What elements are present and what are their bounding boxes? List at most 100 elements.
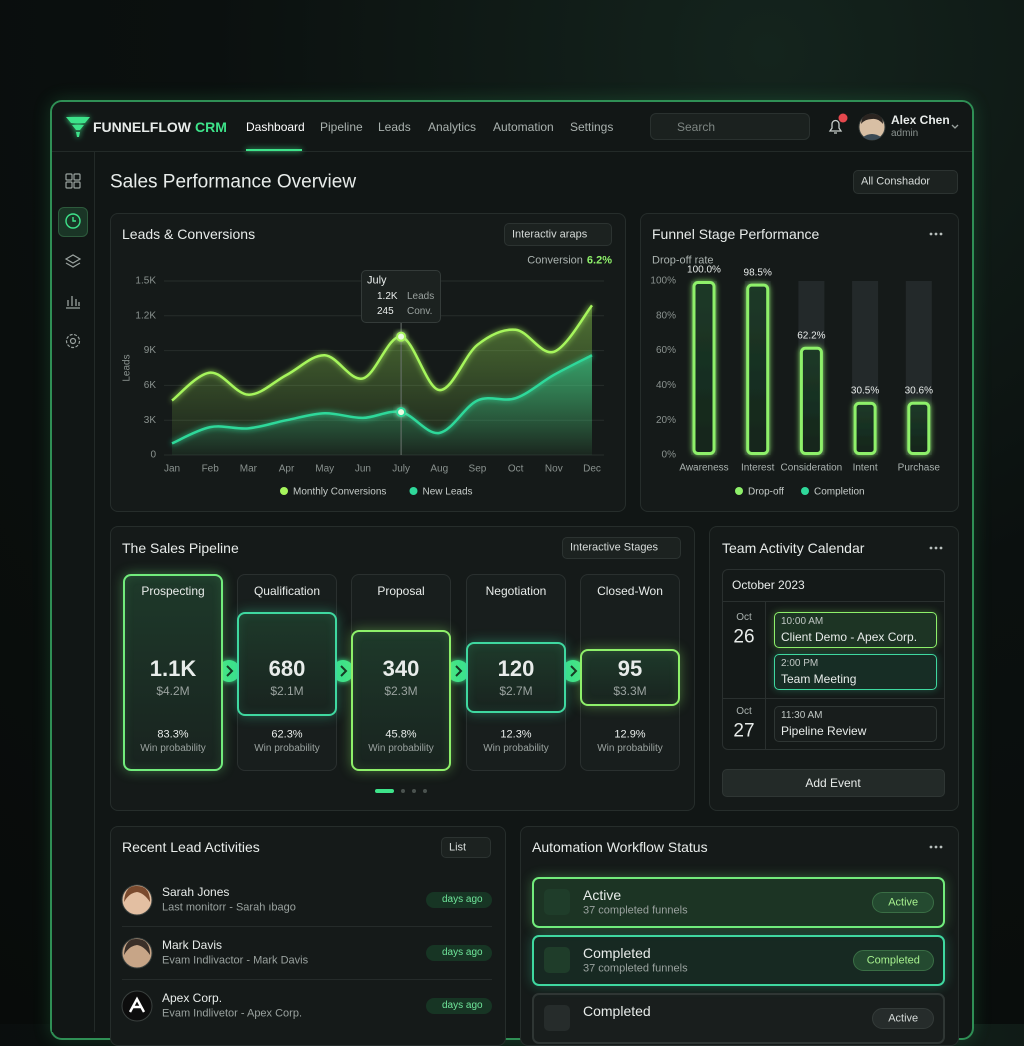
search-box[interactable]	[650, 113, 810, 140]
dropdown-label: All Conshador	[861, 175, 931, 188]
status-label: Active	[888, 1012, 919, 1024]
workflow-name: Completed	[583, 945, 651, 961]
row-divider	[122, 979, 492, 980]
calendar-panel	[722, 569, 945, 750]
event-title: Pipeline Review	[781, 724, 867, 738]
nav-item[interactable]: Dashboard	[246, 120, 305, 134]
event-title: Client Demo - Apex Corp.	[781, 630, 918, 644]
top-nav	[52, 102, 972, 152]
dropdown[interactable]	[562, 537, 681, 559]
lead-detail: Evam Indlivetor - Apex Corp.	[162, 1007, 303, 1020]
stage-highlight	[580, 649, 680, 706]
stage-name: Closed-Won	[597, 584, 663, 598]
nav-active-underline	[246, 149, 302, 151]
nav-item[interactable]: Automation	[493, 120, 554, 134]
dropdown[interactable]	[441, 837, 491, 858]
event-time: 2:00 PM	[781, 658, 819, 669]
stage-probability-label: Win probability	[368, 743, 434, 754]
calendar-event[interactable]	[774, 706, 937, 742]
stage-highlight	[237, 612, 337, 716]
sidebar-active	[58, 207, 88, 237]
stage-amount: $2.3M	[384, 684, 418, 698]
calendar-event[interactable]	[774, 612, 937, 648]
stage-amount: $3.3M	[613, 684, 647, 698]
stage-name: Negotiation	[485, 584, 547, 598]
stage-amount: $2.7M	[499, 684, 533, 698]
lead-detail: Evam Indlivactor - Mark Davis	[162, 954, 309, 967]
tooltip-title: July	[367, 274, 387, 287]
dropdown-label: Interactiv araps	[512, 228, 588, 240]
workflow-icon-box	[544, 889, 570, 915]
nav-item[interactable]: Analytics	[428, 120, 477, 134]
stage-name: Prospecting	[141, 584, 205, 598]
status-badge	[872, 892, 934, 913]
user-name: Alex Chen	[891, 113, 950, 127]
activity-badge	[426, 945, 492, 961]
page-title: Sales Performance Overview	[110, 171, 357, 193]
nav-item[interactable]: Pipeline	[320, 120, 363, 134]
dropdown[interactable]	[853, 170, 958, 194]
stage-highlight	[123, 574, 223, 771]
card-title: Funnel Stage Performance	[652, 226, 820, 242]
stage-highlight	[466, 642, 566, 713]
dropdown[interactable]	[504, 223, 612, 246]
activity-badge	[426, 892, 492, 908]
stage-name: Qualification	[253, 584, 321, 598]
stage-name: Proposal	[377, 584, 425, 598]
lead-detail: Last monitorr - Sarah ıbago	[162, 901, 296, 914]
calendar-header	[722, 569, 945, 602]
conversion-stat: Conversion 6.2%	[527, 254, 612, 267]
stage-probability-label: Win probability	[140, 743, 206, 754]
stage-amount: $4.2M	[156, 684, 190, 698]
brand-name: FUNNELFLOW	[93, 119, 191, 135]
conversion-label: Conversion	[527, 254, 583, 267]
event-title: Team Meeting	[781, 672, 857, 686]
tooltip-label: Leads	[407, 291, 435, 302]
nav-item[interactable]: Leads	[378, 120, 411, 134]
dropdown-label: Interactive Stages	[570, 541, 659, 554]
stage-probability: 45.8%	[385, 728, 417, 741]
lead-name: Sarah Jones	[162, 885, 230, 899]
status-label: Completed	[866, 954, 920, 966]
card-title: Recent Lead Activities	[122, 839, 260, 855]
stage-probability: 12.3%	[500, 728, 532, 741]
calendar-event[interactable]	[774, 654, 937, 690]
button-label: Add Event	[805, 776, 861, 790]
card-title: The Sales Pipeline	[122, 540, 239, 556]
card-title: Leads & Conversions	[122, 226, 256, 242]
add-event-button[interactable]	[722, 769, 945, 797]
workflow-name: Active	[583, 887, 622, 903]
calendar-month: October 2023	[732, 578, 805, 592]
row-divider	[122, 926, 492, 927]
lead-name: Apex Corp.	[162, 991, 223, 1005]
badge-label: days ago	[442, 1000, 483, 1011]
tooltip-label: Conv.	[407, 306, 433, 317]
card-title: Team Activity Calendar	[722, 540, 865, 556]
day-number: 26	[733, 626, 755, 648]
stage-count: 1.1K	[149, 656, 197, 681]
stage-probability-label: Win probability	[483, 743, 549, 754]
nav-item[interactable]: Settings	[570, 120, 614, 134]
activity-badge	[426, 998, 492, 1014]
stage-probability-label: Win probability	[254, 743, 320, 754]
stage-column	[123, 574, 223, 771]
workflow-icon-box	[544, 1005, 570, 1031]
day-month: Oct	[736, 612, 752, 623]
status-badge	[852, 950, 934, 971]
workflow-detail: 37 completed funnels	[583, 962, 688, 975]
calendar-column-divider	[765, 602, 766, 698]
badge-label: days ago	[442, 947, 483, 958]
calendar-column-divider	[765, 698, 766, 750]
tooltip-value: 1.2K	[377, 291, 398, 302]
stage-probability: 62.3%	[271, 728, 303, 741]
chart-subtitle: Drop-off rate	[652, 254, 714, 267]
workflow-name: Completed	[583, 1003, 651, 1019]
conversion-value: 6.2%	[586, 254, 612, 267]
day-number: 27	[733, 720, 755, 742]
calendar-divider	[723, 698, 944, 699]
day-month: Oct	[736, 706, 752, 717]
event-time: 10:00 AM	[781, 616, 824, 627]
event-time: 11:30 AM	[781, 710, 823, 721]
tooltip-value: 245	[377, 306, 394, 317]
